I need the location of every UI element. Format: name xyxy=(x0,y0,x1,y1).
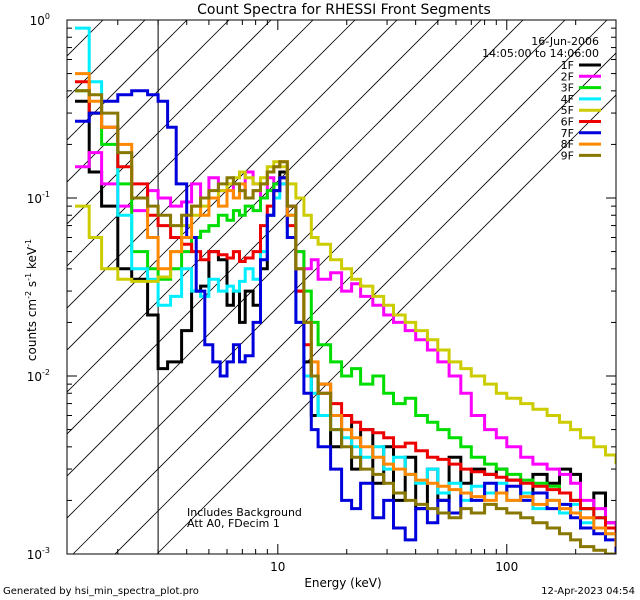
annotation-background: Includes Background xyxy=(187,506,302,519)
hatch-line xyxy=(67,20,398,351)
hatch-line xyxy=(156,94,616,554)
y-tick-label: 100 xyxy=(30,12,50,28)
y-tick-label: 10-1 xyxy=(27,190,50,206)
legend-label: 2F xyxy=(561,70,574,83)
hatch-line xyxy=(67,20,314,267)
hatch-line xyxy=(114,52,616,554)
y-tick-labels: 100 10-1 10-2 10-3 xyxy=(27,12,50,562)
y-minor-ticks xyxy=(67,19,616,555)
series-line-9f xyxy=(75,89,616,554)
hatch-line xyxy=(67,20,356,309)
x-axis-label: Energy (keV) xyxy=(304,576,381,590)
y-tick-label: 10-2 xyxy=(27,368,50,384)
legend-label: 9F xyxy=(561,149,574,162)
hatch-line xyxy=(67,20,230,183)
series-line-4f xyxy=(75,26,616,547)
x-tick-labels: 10 100 xyxy=(270,560,518,574)
hatch-line xyxy=(67,20,440,393)
series-line-7f xyxy=(75,89,616,554)
footer-generated-by: Generated by hsi_min_spectra_plot.pro xyxy=(3,586,199,597)
legend-label: 3F xyxy=(561,82,574,95)
x-minor-ticks xyxy=(117,20,617,554)
legend-time-range: 14:05:00 to 14:06:00 xyxy=(482,47,599,60)
legend-label: 4F xyxy=(561,93,574,106)
annotation-attenuator: Att A0, FDecim 1 xyxy=(187,517,280,530)
legend-label: 1F xyxy=(561,59,574,72)
legend-label: 5F xyxy=(561,104,574,117)
hatch-line xyxy=(67,20,272,225)
legend-date: 16-Jun-2006 xyxy=(531,35,599,48)
hatch-line xyxy=(67,20,566,519)
y-axis-label: counts cm-2 s-1 keV-1 xyxy=(24,239,39,361)
x-tick-label: 100 xyxy=(495,560,518,574)
series-group xyxy=(75,26,616,554)
footer-timestamp: 12-Apr-2023 04:54 xyxy=(541,586,635,597)
legend-label: 6F xyxy=(561,116,574,129)
legend-label: 8F xyxy=(561,138,574,151)
x-tick-label: 10 xyxy=(270,560,285,574)
series-line-2f xyxy=(75,151,616,534)
plot-frame xyxy=(66,19,617,555)
legend-label: 7F xyxy=(561,127,574,140)
y-tick-label: 10-3 xyxy=(27,546,50,562)
chart-title: Count Spectra for RHESSI Front Segments xyxy=(197,2,491,18)
